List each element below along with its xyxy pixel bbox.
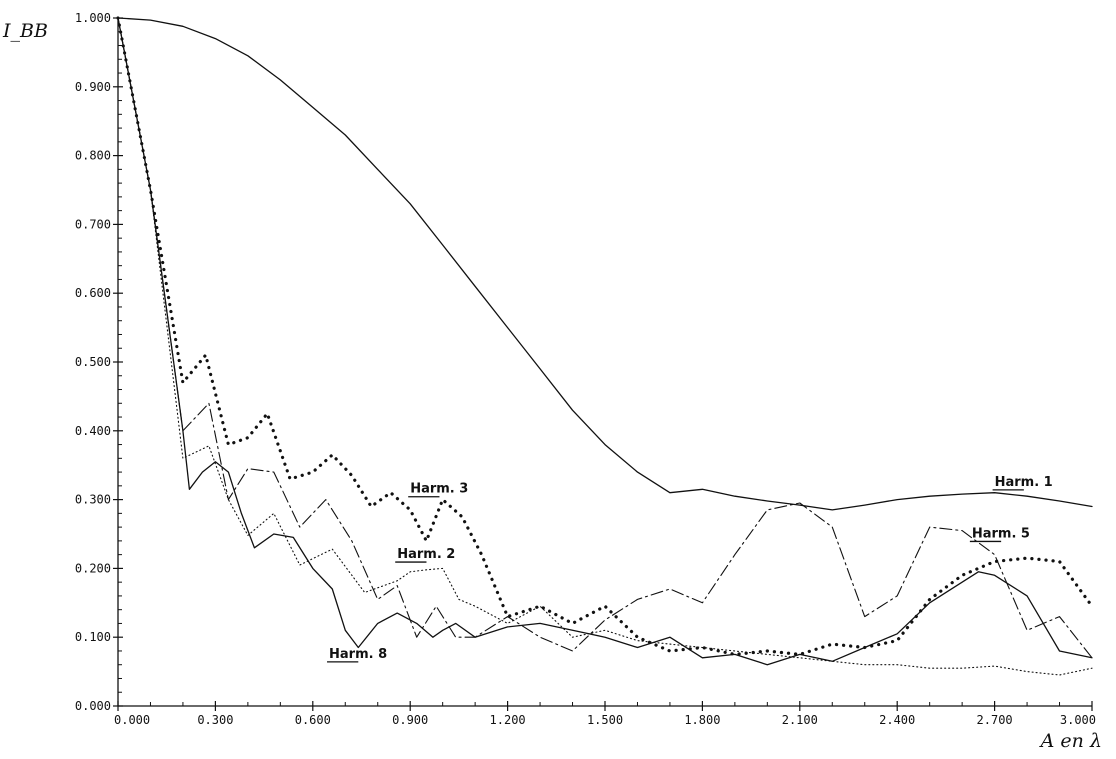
- y-tick-label: 1.000: [75, 11, 111, 25]
- x-tick-label: 0.300: [197, 713, 233, 727]
- series-layer: [116, 16, 1094, 676]
- y-tick-label: 0.600: [75, 286, 111, 300]
- x-tick-label: 2.400: [879, 713, 915, 727]
- annotation-label: Harm. 3: [410, 482, 468, 497]
- y-tick-label: 0.000: [75, 699, 111, 713]
- annotation-label: Harm. 2: [397, 547, 455, 562]
- y-tick-label: 0.900: [75, 80, 111, 94]
- x-axis-label: A en λ: [1039, 730, 1102, 752]
- axes: 0.000 0.100 0.200 0.300 0.400 0.500 0.600 0.700…: [75, 11, 1096, 727]
- series-harm-8: [117, 17, 1093, 666]
- series-dash-dot: [117, 17, 1093, 659]
- y-tick-label: 0.400: [75, 424, 111, 438]
- y-tick-label: 0.700: [75, 217, 111, 231]
- y-axis-label: I_BB: [2, 20, 48, 42]
- x-tick-label: 0.600: [295, 713, 331, 727]
- x-tick-label: 1.800: [684, 713, 720, 727]
- x-tick-label: 1.500: [587, 713, 623, 727]
- annotation-label: Harm. 1: [995, 475, 1053, 490]
- annotation-label: Harm. 5: [972, 526, 1030, 541]
- x-tick-label: 0.900: [392, 713, 428, 727]
- series-harm-2: [117, 17, 1093, 676]
- x-tick-label: 2.700: [977, 713, 1013, 727]
- y-tick-label: 0.300: [75, 493, 111, 507]
- x-tick-label: 1.200: [490, 713, 526, 727]
- series-harm-3: [116, 16, 1094, 656]
- y-tick-label: 0.800: [75, 149, 111, 163]
- annotation-label: Harm. 8: [329, 647, 387, 662]
- y-tick-label: 0.200: [75, 561, 111, 575]
- annotation-layer: Harm. 1 Harm. 3 Harm. 2 Harm. 5 Harm. 8: [327, 475, 1053, 663]
- x-tick-label: 3.000: [1060, 713, 1096, 727]
- series-harm-1: [117, 17, 1093, 511]
- x-tick-label: 0.000: [114, 713, 150, 727]
- y-tick-label: 0.500: [75, 355, 111, 369]
- x-tick-label: 2.100: [782, 713, 818, 727]
- y-tick-label: 0.100: [75, 630, 111, 644]
